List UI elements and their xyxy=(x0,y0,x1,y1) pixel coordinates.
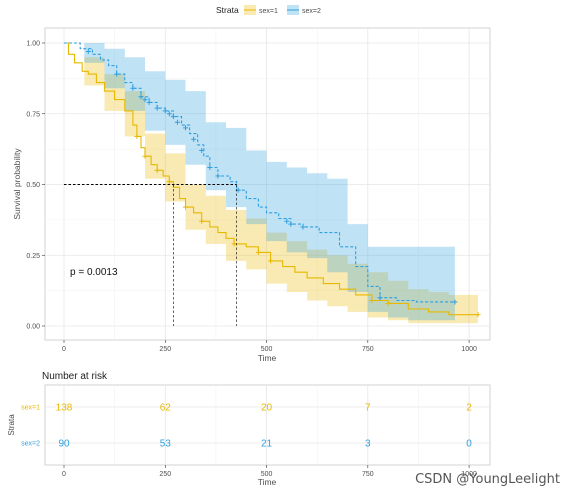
censor-mark xyxy=(166,179,172,185)
censor-mark xyxy=(183,204,189,210)
y-axis-ticks: 0.00 0.25 0.50 0.75 1.00 xyxy=(26,41,45,331)
censor-mark xyxy=(154,105,160,111)
censor-mark xyxy=(199,148,205,154)
censor-mark xyxy=(114,71,120,77)
watermark: CSDN @YoungLeelight xyxy=(415,472,560,487)
censor-mark xyxy=(85,48,91,54)
censor-mark xyxy=(166,111,172,117)
censor-mark xyxy=(162,108,168,114)
censor-mark xyxy=(300,224,306,230)
p-value-label: p = 0.0013 xyxy=(70,267,118,278)
censor-mark xyxy=(191,136,197,142)
risk-cell: 138 xyxy=(56,403,73,414)
legend-label: sex=1 xyxy=(259,8,278,15)
censor-mark xyxy=(134,133,140,139)
legend-label: sex=2 xyxy=(302,8,321,15)
censor-mark xyxy=(385,300,391,306)
y-tick-label: 0.00 xyxy=(26,324,40,331)
censor-mark xyxy=(231,241,237,247)
risk-row-label: sex=2 xyxy=(21,441,40,448)
censor-mark xyxy=(183,125,189,131)
censor-mark xyxy=(215,173,221,179)
gridlines xyxy=(45,28,490,340)
confidence-bands xyxy=(64,43,478,324)
y-tick-label: 0.25 xyxy=(26,253,40,260)
risk-cell: 3 xyxy=(365,439,371,450)
risk-cell: 0 xyxy=(466,439,472,450)
censor-mark xyxy=(369,298,375,304)
risk-table-y-label: Strata xyxy=(7,414,16,436)
censor-mark xyxy=(174,119,180,125)
risk-cell: 7 xyxy=(365,403,371,414)
legend-item-sex-2: sex=2 xyxy=(287,5,321,15)
censor-mark xyxy=(255,249,261,255)
y-axis-label: Survival probability xyxy=(12,148,22,220)
censor-mark xyxy=(170,114,176,120)
risk-x-tick-label: 750 xyxy=(362,471,374,478)
survival-curve-sex-1 xyxy=(64,42,478,316)
risk-table-frame xyxy=(44,384,491,466)
x-tick-label: 250 xyxy=(159,346,171,353)
censor-mark xyxy=(452,299,458,305)
risk-table-rows: sex=1 138 62 20 7 2 sex=2 90 53 21 3 0 xyxy=(21,403,472,450)
censor-mark xyxy=(142,153,148,159)
censor-mark xyxy=(377,295,383,301)
risk-table-x-label: Time xyxy=(258,477,277,487)
censor-mark xyxy=(284,218,290,224)
risk-cell: 20 xyxy=(261,403,273,414)
legend-item-sex-1: sex=1 xyxy=(244,5,278,15)
x-tick-label: 0 xyxy=(62,346,66,353)
censor-mark xyxy=(146,99,152,105)
censor-mark xyxy=(268,258,274,264)
risk-row-sex-2: sex=2 90 53 21 3 0 xyxy=(21,439,472,450)
survival-curve-sex-2 xyxy=(64,42,455,303)
risk-table-title: Number at risk xyxy=(42,371,108,382)
risk-table: Number at risk sex=1 138 62 20 7 2 sex=2 90 53 21… xyxy=(7,371,491,487)
x-tick-label: 1000 xyxy=(461,346,477,353)
x-axis-label: Time xyxy=(258,353,277,363)
risk-cell: 53 xyxy=(160,439,172,450)
censor-mark xyxy=(199,218,205,224)
censor-mark xyxy=(130,85,136,91)
legend-title: Strata xyxy=(216,5,239,15)
censor-mark xyxy=(475,312,481,318)
risk-cell: 90 xyxy=(58,439,70,450)
censor-mark xyxy=(138,94,144,100)
y-tick-label: 0.50 xyxy=(26,182,40,189)
risk-x-tick-label: 0 xyxy=(62,471,66,478)
risk-row-sex-1: sex=1 138 62 20 7 2 xyxy=(21,403,472,414)
confidence-band-sex-2 xyxy=(64,43,455,321)
legend-items: sex=1 sex=2 xyxy=(244,5,321,15)
risk-x-tick-label: 1000 xyxy=(461,471,477,478)
y-tick-label: 1.00 xyxy=(26,41,40,48)
survival-curves xyxy=(64,42,478,316)
risk-cell: 2 xyxy=(466,403,472,414)
censor-mark xyxy=(154,167,160,173)
risk-row-label: sex=1 xyxy=(21,405,40,412)
risk-table-x-ticks: 0 250 500 750 1000 xyxy=(62,465,477,478)
risk-cell: 62 xyxy=(160,403,172,414)
risk-x-tick-label: 500 xyxy=(261,471,273,478)
censor-mark xyxy=(207,165,213,171)
censor-marks xyxy=(85,48,481,318)
x-axis-ticks: 0 250 500 750 1000 xyxy=(62,340,477,353)
risk-x-tick-label: 250 xyxy=(159,471,171,478)
y-tick-label: 0.75 xyxy=(26,111,40,118)
x-tick-label: 750 xyxy=(362,346,374,353)
survival-plot-panel: 0.00 0.25 0.50 0.75 1.00 0 250 500 750 1000 p = … xyxy=(12,27,491,363)
median-lines xyxy=(64,184,237,326)
censor-mark xyxy=(142,97,148,103)
x-tick-label: 500 xyxy=(261,346,273,353)
confidence-band-sex-1 xyxy=(64,43,478,324)
risk-table-gridlines xyxy=(45,385,490,465)
censor-mark xyxy=(288,221,294,227)
risk-cell: 21 xyxy=(261,439,273,450)
legend: Strata sex=1 sex=2 xyxy=(216,5,321,15)
